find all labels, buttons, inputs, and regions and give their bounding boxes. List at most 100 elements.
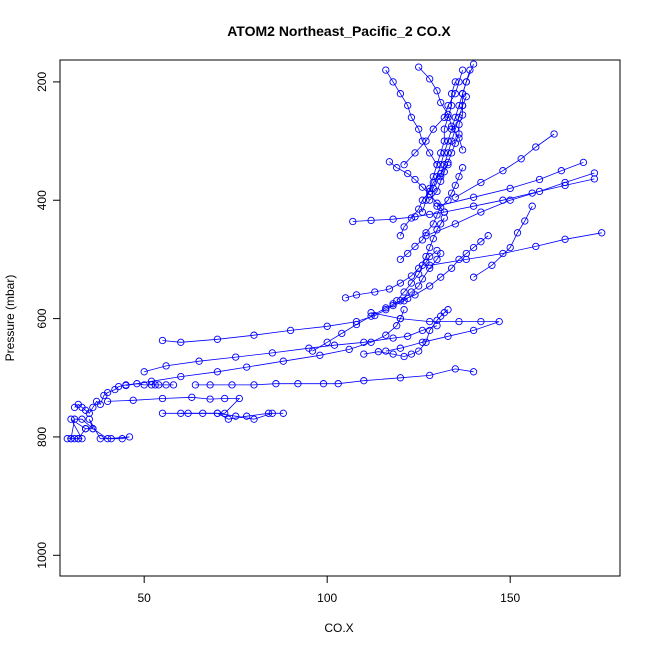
data-point — [561, 178, 569, 187]
data-point — [67, 415, 75, 423]
y-tick-label: 400 — [35, 190, 49, 210]
data-point — [532, 143, 540, 151]
data-point — [407, 272, 416, 280]
data-point — [458, 66, 467, 74]
series-line — [125, 309, 405, 386]
data-point — [158, 394, 167, 403]
data-point — [103, 397, 112, 406]
data-point — [521, 217, 529, 225]
series-line — [144, 325, 438, 373]
data-point — [396, 374, 405, 382]
data-point — [286, 326, 295, 335]
data-point — [140, 381, 148, 389]
data-point — [532, 242, 540, 251]
data-point — [89, 403, 97, 412]
data-point — [367, 309, 375, 317]
data-point — [341, 294, 350, 302]
y-tick-label: 600 — [35, 308, 49, 328]
data-point — [81, 425, 90, 433]
series-line — [400, 167, 463, 260]
data-point — [458, 146, 467, 154]
data-point — [455, 78, 463, 86]
data-point — [389, 215, 397, 223]
series-line — [418, 66, 463, 151]
data-point — [396, 232, 405, 240]
series-line — [403, 69, 463, 165]
data-point — [382, 66, 390, 74]
data-point — [147, 377, 156, 385]
data-point — [455, 317, 463, 326]
data-point — [458, 90, 467, 98]
data-point — [455, 134, 463, 142]
data-point — [418, 261, 427, 269]
series-line — [162, 412, 284, 420]
data-point — [407, 279, 416, 287]
data-point — [455, 255, 463, 264]
data-point — [447, 189, 456, 197]
data-point — [418, 275, 427, 283]
data-point — [469, 243, 478, 252]
series-line — [162, 298, 408, 343]
data-point — [422, 232, 430, 240]
data-point — [451, 90, 459, 98]
data-point — [590, 175, 599, 183]
data-point — [550, 130, 558, 138]
data-point — [426, 326, 434, 335]
data-point — [499, 249, 507, 258]
data-point — [415, 205, 423, 213]
data-point — [308, 347, 317, 355]
data-point — [458, 101, 467, 110]
data-point — [455, 130, 463, 138]
data-point — [535, 175, 544, 184]
data-point — [407, 214, 416, 222]
data-point — [250, 415, 258, 423]
series-line — [455, 133, 555, 198]
data-point — [63, 435, 71, 443]
series-line — [396, 217, 445, 302]
data-point — [382, 304, 390, 312]
data-point — [360, 338, 368, 346]
data-point — [469, 60, 478, 68]
data-point — [155, 381, 163, 389]
data-point — [437, 177, 445, 185]
data-point — [462, 255, 470, 264]
data-point — [140, 368, 148, 376]
data-point — [389, 78, 397, 86]
data-point — [224, 415, 233, 423]
y-axis-label: Pressure (mbar) — [3, 275, 17, 362]
y-axis: 200 400 600 800 1000 — [35, 72, 61, 569]
data-point — [393, 164, 401, 172]
data-point — [352, 291, 361, 299]
data-point — [400, 352, 408, 361]
data-point — [444, 161, 452, 169]
data-point — [70, 415, 79, 423]
data-point — [426, 252, 434, 261]
x-tick-label: 50 — [138, 591, 152, 605]
data-point — [352, 320, 361, 329]
data-point — [125, 433, 134, 441]
x-tick-label: 100 — [317, 591, 337, 605]
data-point — [272, 380, 280, 388]
plot-frame — [59, 59, 621, 577]
data-point — [411, 213, 419, 221]
data-point — [451, 113, 459, 122]
data-point — [213, 335, 222, 343]
data-point — [437, 220, 445, 228]
data-point — [294, 380, 302, 388]
data-point — [107, 435, 115, 443]
data-point — [415, 63, 423, 71]
data-point — [129, 396, 137, 404]
data-point — [433, 322, 441, 330]
data-point — [264, 409, 273, 417]
data-point — [323, 322, 331, 330]
data-point — [557, 167, 566, 175]
data-point — [393, 322, 401, 330]
data-point — [418, 183, 427, 191]
data-point — [477, 238, 485, 246]
data-point — [411, 242, 419, 251]
data-point — [433, 199, 441, 207]
data-point — [451, 220, 459, 228]
data-point — [433, 316, 441, 325]
data-point — [188, 393, 196, 401]
data-point — [122, 381, 130, 390]
